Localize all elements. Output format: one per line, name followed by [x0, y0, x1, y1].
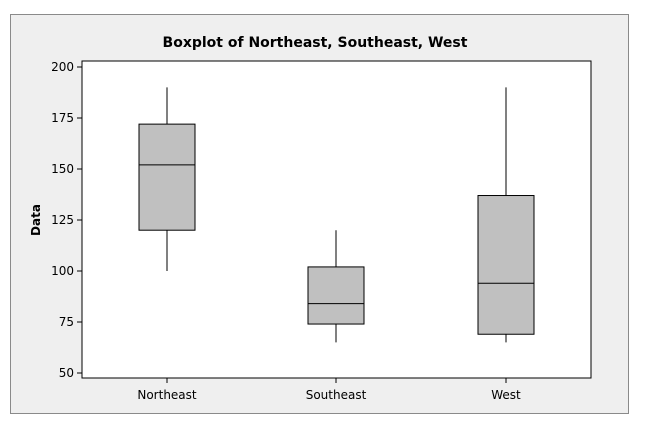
y-tick-label: 125 [51, 213, 74, 227]
x-tick-label: West [491, 388, 521, 402]
box-series [138, 87, 535, 343]
y-tick-label: 100 [51, 264, 74, 278]
chart-title: Boxplot of Northeast, Southeast, West [163, 35, 468, 51]
y-tick-label: 50 [59, 366, 74, 380]
y-tick-label: 150 [51, 162, 74, 176]
y-tick-label: 75 [59, 315, 74, 329]
iqr-box [477, 195, 535, 335]
x-tick-label: Northeast [137, 388, 197, 402]
box-west [477, 87, 535, 343]
x-tick-label: Southeast [306, 388, 367, 402]
y-tick-label: 200 [51, 60, 74, 74]
y-axis: 50 75 100 125 150 175 200 [51, 60, 82, 380]
y-tick-label: 175 [51, 111, 74, 125]
iqr-box [307, 266, 365, 325]
y-axis-label: Data [29, 204, 43, 236]
box-southeast [307, 230, 365, 343]
iqr-box [138, 123, 196, 231]
x-axis: Northeast Southeast West [137, 378, 521, 402]
box-northeast [138, 87, 196, 271]
